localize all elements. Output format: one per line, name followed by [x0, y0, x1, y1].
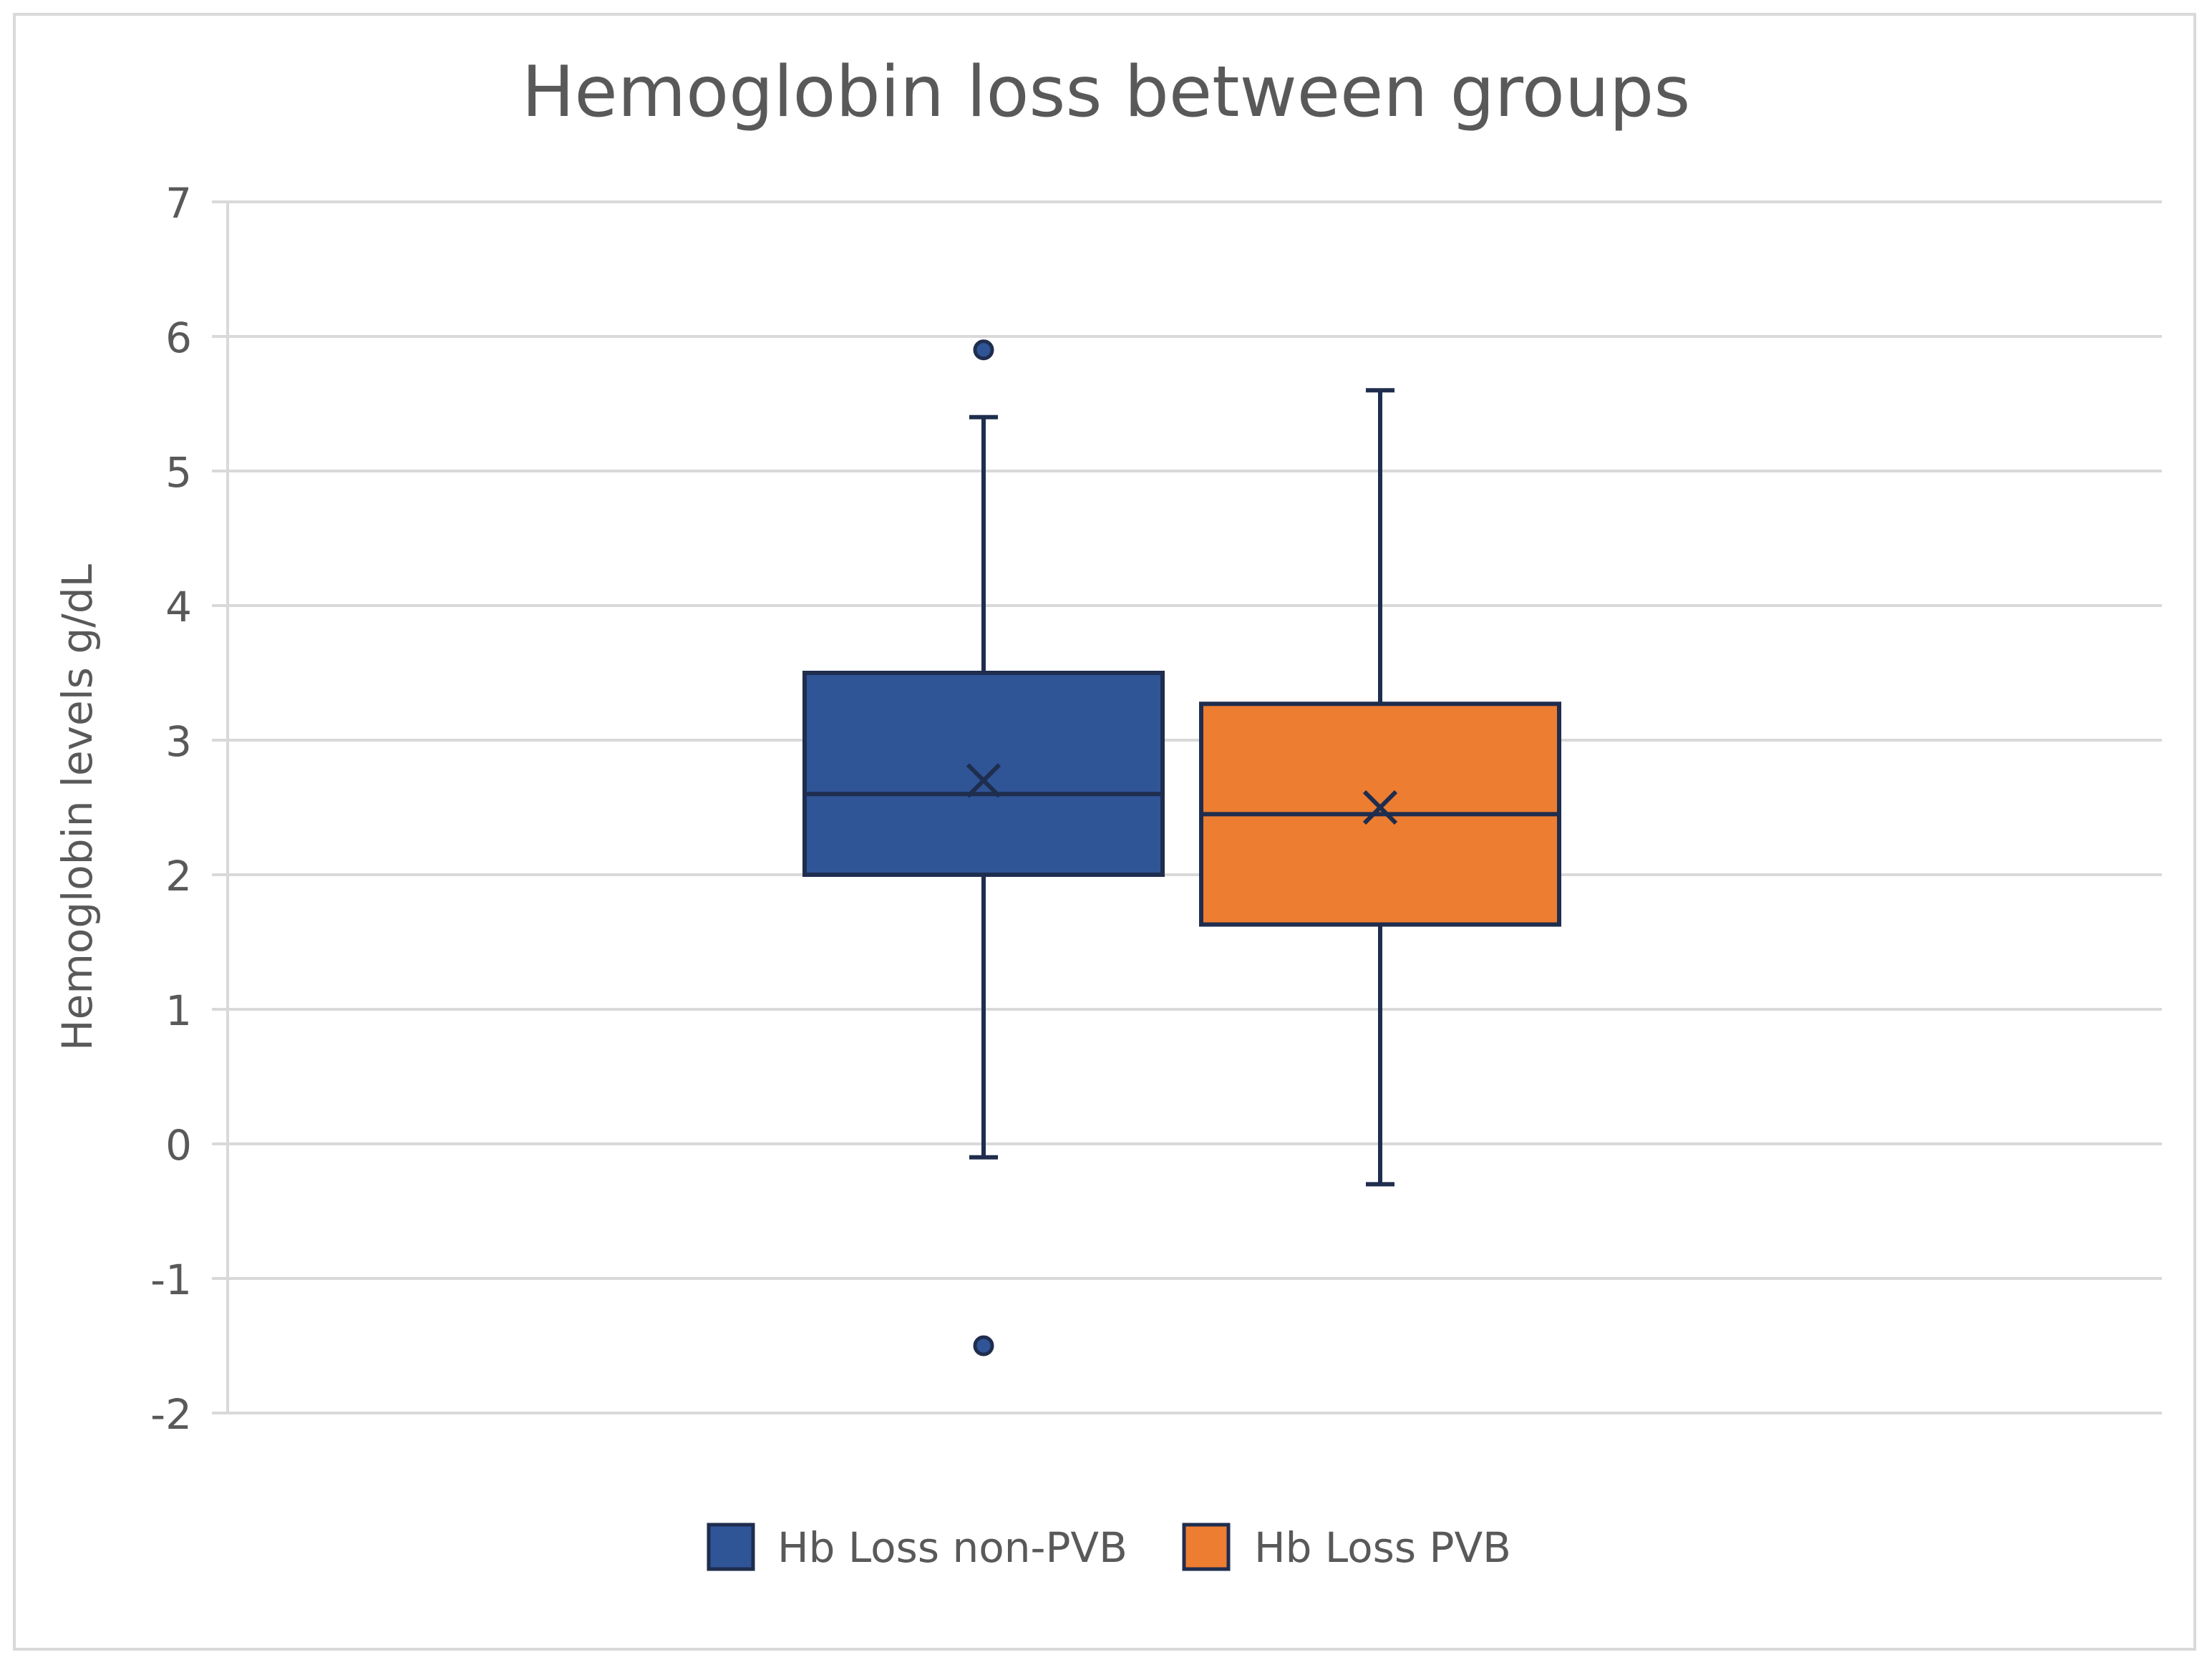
y-tick-label: 5: [165, 448, 192, 497]
legend-swatch: [707, 1523, 755, 1571]
legend-label: Hb Loss PVB: [1254, 1523, 1511, 1572]
box-series: [802, 339, 1561, 1356]
mean-marker: [1362, 790, 1398, 825]
y-axis-label: Hemoglobin levels g/dL: [53, 564, 102, 1051]
y-axis-ticks: -2 -1 0 1 2 3 4 5 6 7: [150, 179, 228, 1439]
mean-marker: [966, 763, 1001, 798]
y-tick-label: -2: [150, 1390, 192, 1439]
legend-item-0: Hb Loss non-PVB: [707, 1523, 1127, 1572]
box-0: [802, 339, 1165, 1356]
legend-label: Hb Loss non-PVB: [777, 1523, 1127, 1572]
chart-title: Hemoglobin loss between groups: [522, 52, 1691, 133]
legend: Hb Loss non-PVB Hb Loss PVB: [707, 1523, 1511, 1572]
y-tick-label: 7: [165, 179, 192, 228]
y-tick-label: 1: [165, 986, 192, 1035]
legend-item-1: Hb Loss PVB: [1182, 1523, 1511, 1572]
y-tick-label: 3: [165, 717, 192, 766]
y-tick-label: 0: [165, 1121, 192, 1170]
box-1: [1199, 388, 1561, 1187]
iqr-box: [802, 671, 1165, 877]
gridlines: [226, 200, 2162, 1414]
outlier-point: [973, 1335, 994, 1356]
outlier-point: [973, 339, 994, 361]
legend-swatch: [1182, 1523, 1231, 1571]
y-tick-label: 6: [165, 314, 192, 362]
y-tick-label: 4: [165, 583, 192, 631]
y-tick-label: 2: [165, 852, 192, 901]
y-tick-label: -1: [150, 1256, 192, 1304]
